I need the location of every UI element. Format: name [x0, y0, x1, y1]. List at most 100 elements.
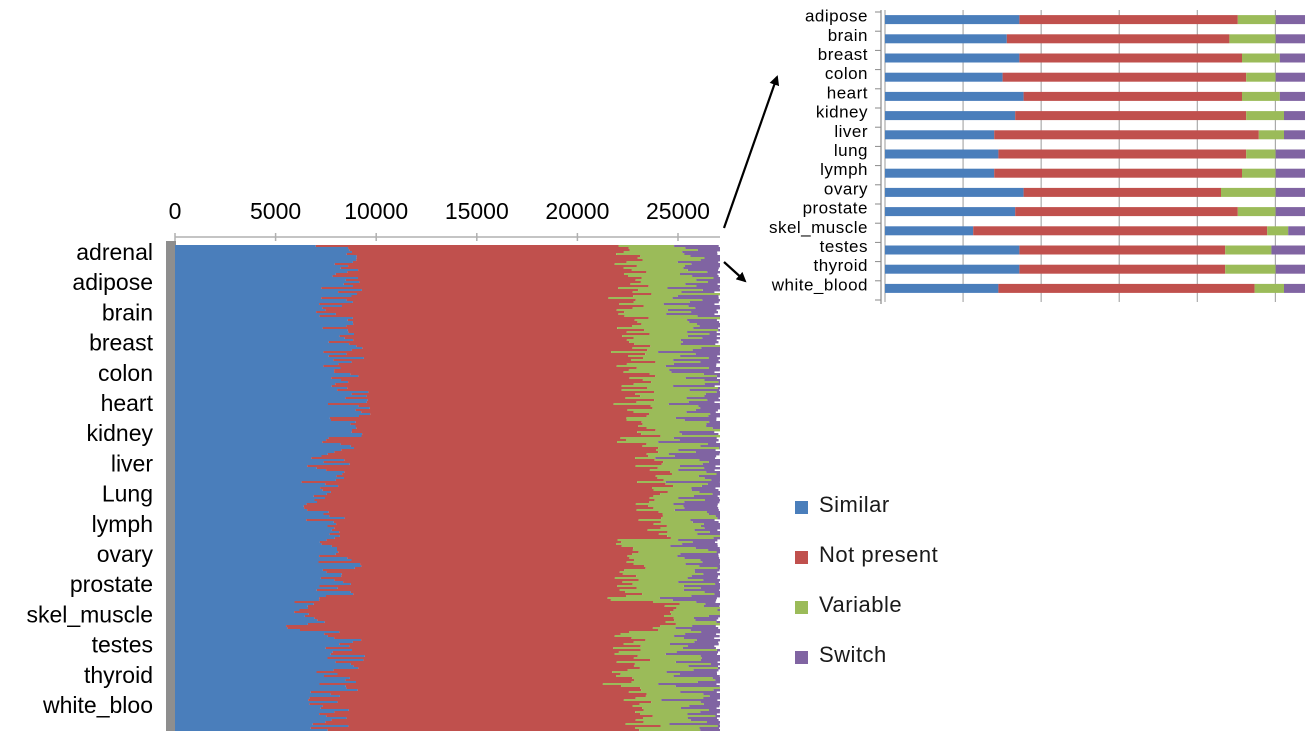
main-bar-segment-switch — [666, 671, 717, 674]
main-bar-segment-not-present — [334, 637, 632, 640]
main-bar-segment-similar — [175, 415, 359, 418]
inset-bar-segment-not-present — [994, 168, 1242, 178]
main-bar-segment-variable — [647, 387, 718, 390]
main-bar-segment-switch — [687, 269, 718, 272]
main-bar-segment-switch — [673, 675, 720, 678]
main-bar-segment-switch — [717, 609, 720, 612]
main-bar-segment-switch — [713, 689, 720, 692]
legend-item-switch[interactable]: Switch — [795, 640, 1025, 690]
main-bar-segment-not-present — [337, 547, 634, 550]
legend-swatch-not-present — [795, 551, 808, 564]
main-bar-segment-switch — [686, 397, 719, 400]
main-bar-segment-not-present — [312, 723, 626, 726]
main-bar-segment-switch — [692, 275, 719, 278]
main-bar-segment-similar — [175, 437, 329, 440]
legend-item-not-present[interactable]: Not present — [795, 540, 1025, 590]
legend-item-similar[interactable]: Similar — [795, 490, 1025, 540]
main-bar-segment-switch — [703, 573, 720, 576]
main-bar-segment-variable — [616, 253, 685, 256]
main-bar-segment-switch — [673, 437, 717, 440]
main-bar-segment-variable — [665, 621, 717, 624]
main-bar-segment-switch — [712, 677, 720, 680]
legend-item-variable[interactable]: Variable — [795, 590, 1025, 640]
main-bar-segment-variable — [626, 261, 678, 264]
main-bar-segment-similar — [175, 245, 316, 248]
main-bar-segment-not-present — [326, 715, 653, 718]
main-bar-segment-switch — [715, 679, 720, 682]
main-bar-segment-similar — [175, 447, 354, 450]
main-bar-segment-variable — [643, 357, 709, 360]
main-bar-segment-similar — [175, 345, 357, 348]
main-bar-segment-not-present — [319, 303, 620, 306]
main-bar-segment-switch — [672, 297, 719, 300]
main-bar-segment-not-present — [349, 343, 635, 346]
main-bar-segment-switch — [677, 555, 719, 558]
y-category-label: white_bloo — [42, 692, 153, 718]
main-bar-segment-not-present — [307, 605, 665, 608]
main-bar-segment-switch — [672, 599, 717, 602]
main-bar-segment-not-present — [316, 311, 625, 314]
main-bar-segment-similar — [175, 633, 325, 636]
main-bar-segment-not-present — [335, 313, 619, 316]
main-bar-segment-not-present — [345, 397, 626, 400]
main-bar-segment-switch — [716, 551, 720, 554]
main-bar-segment-switch — [718, 381, 720, 384]
main-bar-segment-similar — [175, 359, 334, 362]
main-bar-segment-not-present — [321, 543, 616, 546]
main-bar-segment-not-present — [337, 701, 652, 704]
main-bar-segment-variable — [629, 341, 683, 344]
main-bar-segment-switch — [695, 547, 720, 550]
main-bar-segment-not-present — [352, 251, 624, 254]
main-bar-segment-not-present — [325, 647, 614, 650]
main-bar-segment-similar — [175, 435, 362, 438]
main-bar-segment-similar — [175, 605, 308, 608]
main-bar-segment-switch — [673, 359, 719, 362]
main-bar-segment-switch — [659, 597, 717, 600]
main-bar-segment-variable — [651, 701, 701, 704]
main-bar-segment-not-present — [308, 699, 624, 702]
main-bar-segment-switch — [715, 583, 720, 586]
main-bar-segment-not-present — [358, 375, 656, 378]
main-bar-segment-similar — [175, 267, 341, 270]
main-bar-segment-variable — [635, 697, 704, 700]
main-bar-segment-variable — [635, 719, 691, 722]
main-bar-segment-switch — [675, 685, 720, 688]
main-bar-segment-switch — [677, 261, 719, 264]
main-bar-segment-similar — [175, 703, 310, 706]
inset-bar-segment-not-present — [998, 149, 1247, 159]
main-bar-segment-not-present — [307, 509, 637, 512]
main-bar-segment-switch — [709, 709, 720, 712]
main-bar-segment-switch — [684, 637, 715, 640]
main-bar-segment-switch — [706, 471, 720, 474]
main-bar-segment-not-present — [359, 415, 647, 418]
main-bar-segment-switch — [696, 601, 716, 604]
main-bar-segment-switch — [700, 559, 720, 562]
main-bar-segment-switch — [707, 399, 720, 402]
main-bar-segment-switch — [685, 283, 718, 286]
main-bar-segment-variable — [626, 595, 692, 598]
main-bar-segment-variable — [621, 545, 671, 548]
main-bar-segment-similar — [175, 331, 349, 334]
main-bar-segment-not-present — [367, 399, 655, 402]
main-bar-segment-not-present — [328, 437, 621, 440]
main-bar-segment-not-present — [325, 483, 666, 486]
main-bar-segment-similar — [175, 521, 334, 524]
inset-bar-segment-variable — [1267, 226, 1289, 236]
main-bar-segment-variable — [661, 517, 718, 520]
main-bar-segment-similar — [175, 287, 322, 290]
main-bar-segment-similar — [175, 341, 329, 344]
main-bar-segment-switch — [680, 273, 718, 276]
main-bar-segment-variable — [623, 699, 662, 702]
main-bar-segment-switch — [675, 627, 719, 630]
main-bar-segment-not-present — [326, 539, 618, 542]
inset-bar-segment-not-present — [1019, 15, 1238, 25]
main-bar-segment-switch — [690, 719, 719, 722]
inset-bar-segment-not-present — [1002, 72, 1247, 82]
main-bar-segment-switch — [682, 647, 716, 650]
main-bar-segment-not-present — [320, 577, 615, 580]
main-bar-segment-not-present — [348, 265, 637, 268]
main-bar-segment-variable — [627, 669, 694, 672]
inset-bar-segment-variable — [1237, 207, 1276, 217]
main-bar-segment-switch — [708, 415, 720, 418]
main-bar-segment-variable — [614, 635, 675, 638]
